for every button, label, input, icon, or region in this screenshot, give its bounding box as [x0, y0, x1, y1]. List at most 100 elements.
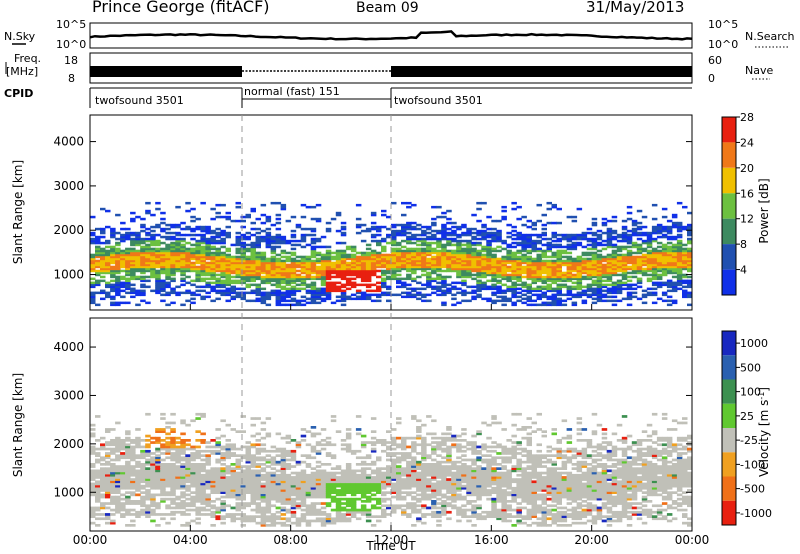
power-cell [531, 261, 537, 265]
velocity-cell [295, 489, 302, 492]
power-cell [466, 247, 472, 251]
velocity-cell [145, 471, 151, 475]
power-cell [125, 283, 131, 287]
power-cell [330, 275, 337, 279]
velocity-cell [265, 504, 272, 508]
power-cell [315, 253, 322, 257]
power-cell [481, 261, 487, 265]
power-cell [521, 215, 527, 219]
power-cell [506, 257, 512, 261]
velocity-cell [350, 515, 357, 518]
power-cell [586, 275, 593, 279]
velocity-cell [235, 473, 241, 477]
velocity-cell [125, 436, 131, 440]
velocity-cell [130, 519, 136, 523]
power-cell [386, 263, 392, 267]
power-cell [260, 239, 267, 243]
power-cell [521, 297, 527, 301]
power-cell [571, 265, 578, 269]
power-cell [240, 237, 246, 241]
power-cell [431, 223, 437, 227]
power-cell [461, 259, 467, 263]
power-cell [591, 287, 598, 291]
power-cell [105, 283, 111, 287]
velocity-cell [275, 480, 282, 484]
velocity-cell [175, 478, 181, 481]
velocity-cell [280, 489, 287, 492]
power-cell [676, 275, 683, 279]
power-cell [606, 237, 613, 241]
power-cell [110, 283, 116, 287]
velocity-cell [401, 454, 407, 457]
power-cell [461, 253, 467, 257]
power-cell [682, 285, 688, 289]
power-cell [115, 269, 121, 273]
velocity-cell [145, 484, 151, 488]
power-cell [676, 227, 683, 231]
velocity-cell [280, 491, 287, 494]
power-cell [441, 261, 447, 265]
power-cell [170, 237, 176, 241]
power-cell [180, 271, 186, 275]
power-cell [661, 247, 668, 251]
power-cell [571, 269, 578, 273]
velocity-cell [135, 469, 141, 473]
power-cell [536, 267, 542, 271]
power-cell [521, 259, 527, 263]
velocity-cell [270, 480, 277, 484]
power-cell [340, 225, 347, 229]
power-cell [687, 293, 693, 297]
power-cell [436, 261, 442, 265]
velocity-cell [135, 441, 141, 444]
power-cell [250, 241, 256, 245]
velocity-cell [180, 452, 186, 455]
power-cell [110, 285, 116, 289]
power-cell [621, 281, 628, 285]
velocity-cell [95, 493, 101, 497]
power-cell [365, 295, 372, 299]
power-cell [160, 253, 166, 257]
velocity-cell [345, 484, 352, 488]
power-cell [235, 219, 241, 223]
power-cell [175, 231, 181, 235]
power-cell [591, 259, 598, 263]
velocity-cell [355, 469, 362, 473]
power-cell [170, 265, 176, 269]
power-cell [115, 293, 121, 297]
power-cell [130, 273, 136, 277]
velocity-cell [115, 445, 121, 449]
velocity-cell [345, 471, 352, 475]
velocity-cell [245, 445, 251, 449]
power-cell [290, 267, 297, 271]
power-cell [320, 273, 327, 277]
power-cell [125, 269, 131, 273]
power-cell [185, 249, 191, 253]
power-cell [150, 255, 156, 259]
power-cell [391, 237, 397, 241]
power-cell [566, 291, 573, 295]
velocity-cell [125, 500, 131, 503]
power-cell [180, 249, 186, 253]
power-cell [631, 257, 638, 261]
velocity-cell [265, 473, 272, 477]
power-cell [330, 289, 337, 293]
power-cell [616, 289, 623, 293]
power-cell [651, 239, 658, 243]
power-cell [476, 233, 482, 237]
power-cell [225, 281, 231, 285]
velocity-cell [386, 473, 392, 477]
velocity-cell [225, 439, 231, 442]
power-cell [180, 291, 186, 295]
power-cell [270, 291, 277, 295]
velocity-cell [370, 478, 377, 481]
power-cell [110, 227, 116, 231]
velocity-cell [255, 508, 261, 512]
power-cell [476, 283, 482, 287]
power-cell [436, 229, 442, 233]
velocity-cell [365, 515, 372, 518]
power-cell [330, 217, 337, 221]
velocity-cell [180, 513, 186, 516]
power-cell [516, 217, 522, 221]
power-cell [265, 227, 272, 231]
power-cell [260, 229, 267, 233]
